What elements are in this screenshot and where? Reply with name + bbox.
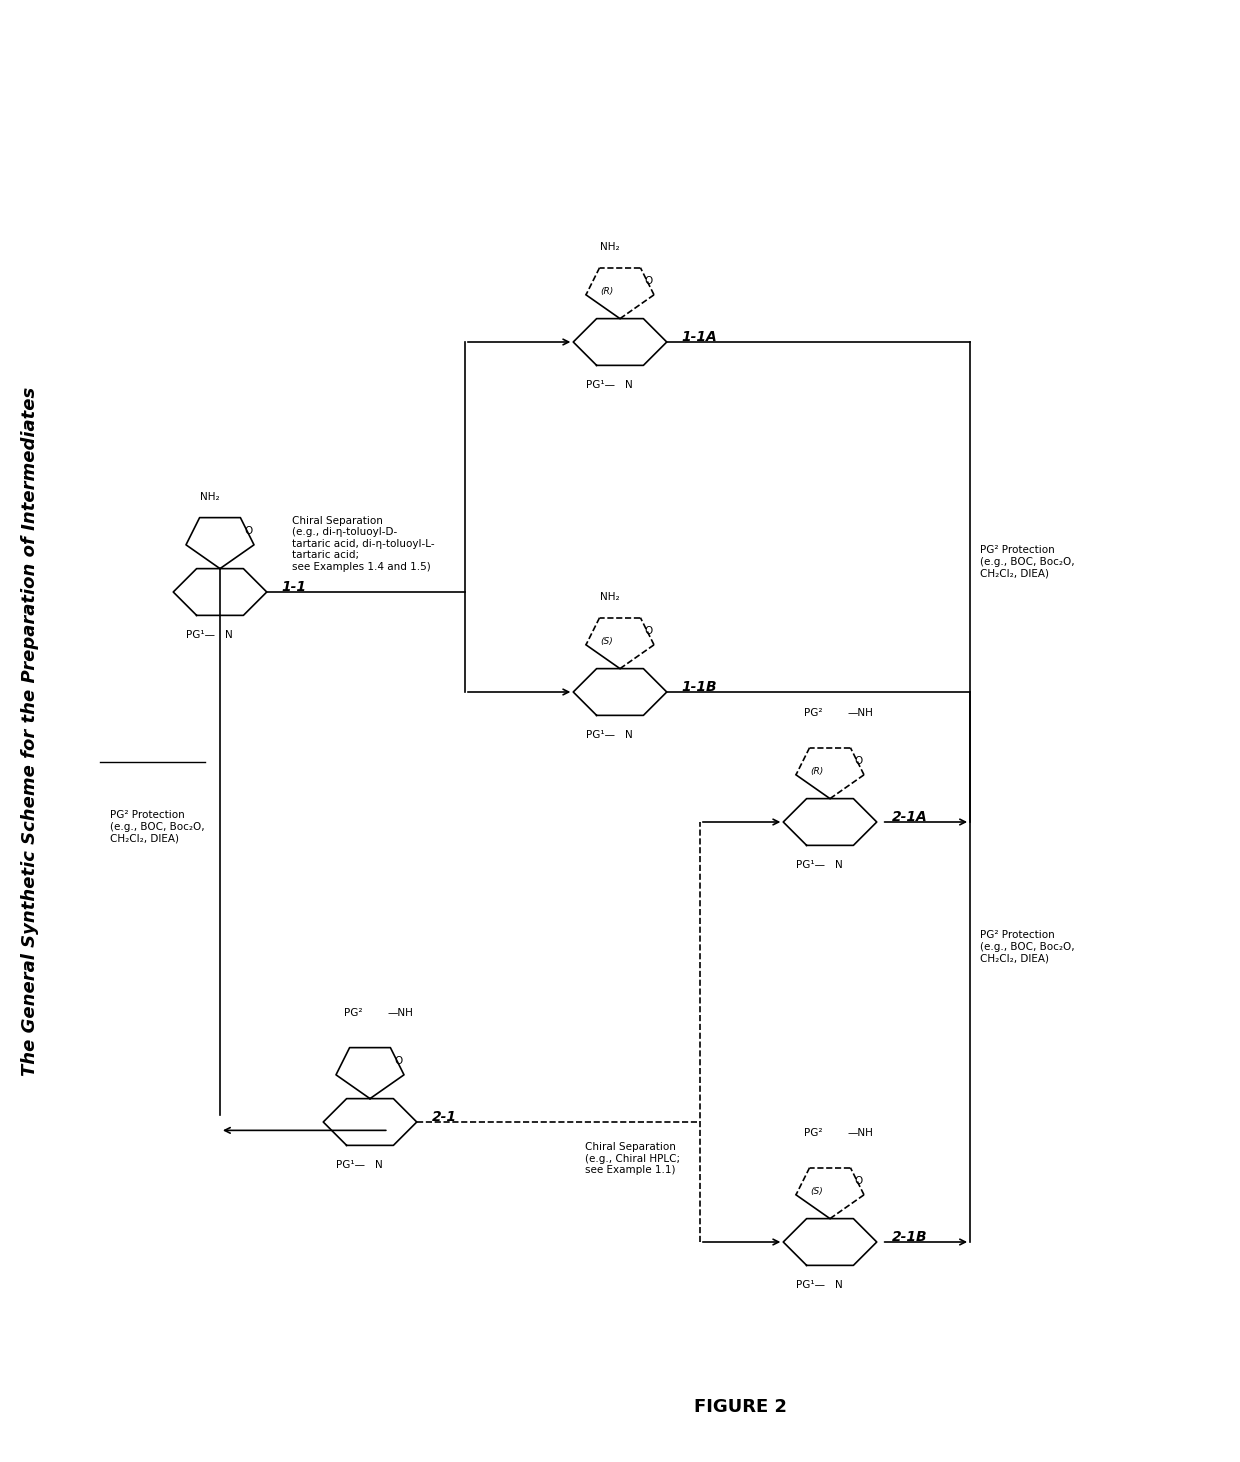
Text: O: O: [854, 1177, 863, 1186]
Text: 1-1B: 1-1B: [682, 680, 718, 694]
Text: PG¹—: PG¹—: [186, 630, 215, 640]
Text: Chiral Separation
(e.g., Chiral HPLC;
see Example 1.1): Chiral Separation (e.g., Chiral HPLC; se…: [585, 1142, 680, 1175]
Text: —NH: —NH: [388, 1007, 414, 1018]
Text: N: N: [625, 380, 632, 390]
Text: (S): (S): [811, 1187, 823, 1196]
Text: PG² Protection
(e.g., BOC, Boc₂O,
CH₂Cl₂, DIEA): PG² Protection (e.g., BOC, Boc₂O, CH₂Cl₂…: [110, 810, 205, 844]
Text: The General Synthetic Scheme for the Preparation of Intermediates: The General Synthetic Scheme for the Pre…: [21, 386, 38, 1076]
Text: O: O: [854, 756, 863, 766]
Text: N: N: [835, 860, 843, 870]
Text: O: O: [244, 526, 253, 537]
Text: PG²: PG²: [343, 1007, 362, 1018]
Text: Chiral Separation
(e.g., di-η-toluoyl-D-
tartaric acid, di-η-toluoyl-L-
tartaric: Chiral Separation (e.g., di-η-toluoyl-D-…: [293, 516, 435, 572]
Text: —NH: —NH: [848, 1127, 874, 1137]
Text: NH₂: NH₂: [600, 241, 620, 251]
Text: NH₂: NH₂: [600, 592, 620, 602]
Text: 1-1: 1-1: [281, 580, 306, 594]
Text: N: N: [835, 1281, 843, 1291]
Text: O: O: [645, 276, 653, 287]
Text: (R): (R): [810, 768, 823, 776]
Text: PG² Protection
(e.g., BOC, Boc₂O,
CH₂Cl₂, DIEA): PG² Protection (e.g., BOC, Boc₂O, CH₂Cl₂…: [980, 545, 1075, 579]
Text: 2-1B: 2-1B: [892, 1230, 928, 1244]
Text: 2-1A: 2-1A: [892, 810, 928, 825]
Text: FIGURE 2: FIGURE 2: [693, 1398, 786, 1417]
Text: PG¹—: PG¹—: [796, 860, 825, 870]
Text: O: O: [394, 1056, 403, 1066]
Text: PG² Protection
(e.g., BOC, Boc₂O,
CH₂Cl₂, DIEA): PG² Protection (e.g., BOC, Boc₂O, CH₂Cl₂…: [980, 930, 1075, 963]
Text: O: O: [645, 626, 653, 636]
Text: PG¹—: PG¹—: [587, 380, 615, 390]
Text: N: N: [224, 630, 233, 640]
Text: PG¹—: PG¹—: [796, 1281, 825, 1291]
Text: 1-1A: 1-1A: [682, 330, 718, 344]
Text: NH₂: NH₂: [200, 491, 219, 501]
Text: N: N: [625, 731, 632, 740]
Text: 2-1: 2-1: [432, 1110, 456, 1124]
Text: (R): (R): [600, 287, 614, 295]
Text: —NH: —NH: [848, 708, 874, 718]
Text: PG¹—: PG¹—: [336, 1161, 365, 1171]
Text: PG¹—: PG¹—: [587, 731, 615, 740]
Text: PG²: PG²: [804, 708, 822, 718]
Text: PG²: PG²: [804, 1127, 822, 1137]
Text: (S): (S): [600, 637, 614, 646]
Text: N: N: [374, 1161, 383, 1171]
